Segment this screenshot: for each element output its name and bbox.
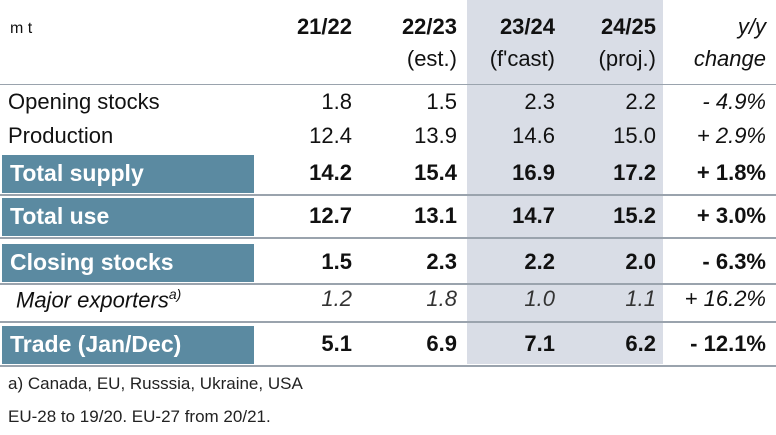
cell: 6.9 [426, 331, 457, 356]
cell: 12.7 [309, 203, 352, 228]
cell: 15.2 [613, 203, 656, 228]
column-header: (proj.) [598, 46, 656, 71]
column-header: (f'cast) [489, 46, 555, 71]
cell: 2.3 [524, 89, 555, 114]
cell: 17.2 [613, 160, 656, 185]
cell: 15.4 [414, 160, 457, 185]
row-label: Major exportersa) [16, 286, 182, 313]
cell: + 16.2% [684, 286, 766, 311]
cell: 1.1 [625, 286, 656, 311]
column-header: 24/25 [600, 14, 656, 39]
cell: - 12.1% [690, 331, 766, 356]
row-label: Opening stocks [8, 89, 160, 114]
row-rule [0, 283, 776, 285]
cell: 7.1 [524, 331, 555, 356]
row-rule [0, 237, 776, 239]
cell: 2.0 [625, 249, 656, 274]
row-label-box [2, 155, 254, 193]
footnote: EU-28 to 19/20. EU-27 from 20/21. [8, 407, 271, 426]
row-label: Closing stocks [10, 249, 174, 275]
row-rule [0, 321, 776, 323]
cell: - 4.9% [702, 89, 766, 114]
forecast-shading [467, 0, 663, 364]
row-label: Total supply [10, 160, 144, 186]
column-header: (est.) [406, 46, 457, 71]
cell: 2.2 [524, 249, 555, 274]
cell: 6.2 [625, 331, 656, 356]
row-label: Total use [10, 203, 110, 229]
cell: + 2.9% [696, 123, 766, 148]
footnote: a) Canada, EU, Russsia, Ukraine, USA [8, 374, 303, 393]
column-header: y/y [737, 14, 766, 39]
column-header: change [693, 46, 766, 71]
cell: + 1.8% [696, 160, 766, 185]
column-header: 23/24 [499, 14, 555, 39]
row-rule [0, 365, 776, 367]
cell: 14.7 [512, 203, 555, 228]
cell: 16.9 [512, 160, 555, 185]
footnote-marker: a) [168, 286, 182, 302]
row-label: Production [8, 123, 114, 148]
cell: 13.1 [414, 203, 457, 228]
cell: 5.1 [321, 331, 352, 356]
cell: 14.2 [309, 160, 352, 185]
column-header: 21/22 [296, 14, 352, 39]
cell: 15.0 [613, 123, 656, 148]
row-label: Trade (Jan/Dec) [10, 331, 182, 357]
cell: 1.0 [524, 286, 555, 311]
cell: 14.6 [512, 123, 555, 148]
cell: 2.3 [426, 249, 457, 274]
cell: 1.5 [426, 89, 457, 114]
row-rule [0, 194, 776, 196]
row-label-box [2, 326, 254, 364]
cell: 2.2 [625, 89, 656, 114]
cell: + 3.0% [696, 203, 766, 228]
cell: 1.2 [321, 286, 352, 311]
cell: 1.5 [321, 249, 352, 274]
cell: - 6.3% [702, 249, 766, 274]
row-label-box [2, 198, 254, 236]
unit-label: m t [10, 20, 33, 37]
cell: 1.8 [321, 89, 352, 114]
header-rule [0, 84, 776, 85]
row-label-box [2, 244, 254, 282]
cell: 13.9 [414, 123, 457, 148]
column-header: 22/23 [401, 14, 457, 39]
cell: 1.8 [426, 286, 457, 311]
cell: 12.4 [309, 123, 352, 148]
